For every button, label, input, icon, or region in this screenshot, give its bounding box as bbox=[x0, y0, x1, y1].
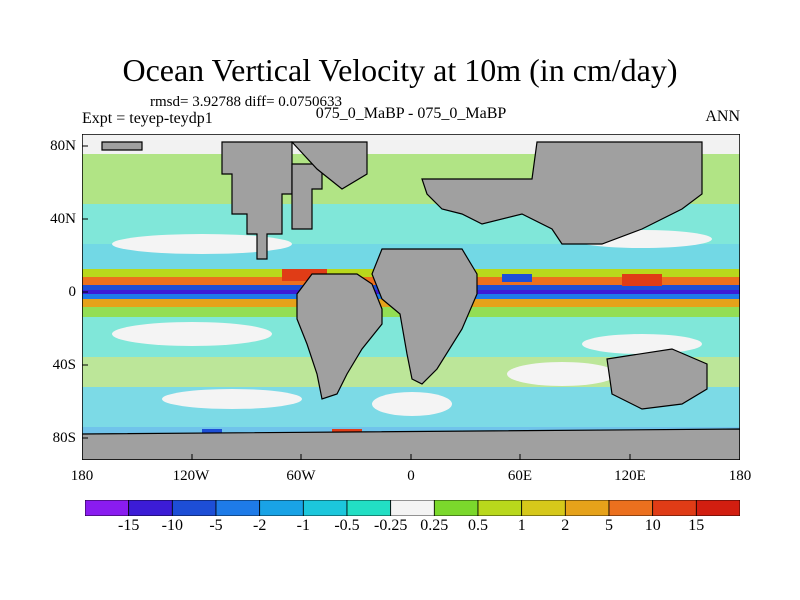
colorbar-label: 15 bbox=[688, 517, 705, 534]
lat-label: 40N bbox=[50, 211, 76, 227]
colorbar-label: -5 bbox=[209, 517, 223, 534]
colorbar-label: -2 bbox=[253, 517, 267, 534]
colorbar-label: 0.25 bbox=[420, 517, 449, 534]
colorbar-box bbox=[652, 500, 697, 516]
lat-label: 80S bbox=[52, 430, 76, 446]
land-masses bbox=[82, 141, 740, 460]
colorbar bbox=[85, 500, 740, 516]
colorbar-label: -10 bbox=[161, 517, 183, 534]
land-south-america bbox=[296, 273, 383, 400]
lon-label: 0 bbox=[407, 468, 415, 484]
lon-label: 60E bbox=[507, 468, 533, 484]
neutral-patch bbox=[372, 392, 452, 416]
lat-label: 80N bbox=[50, 138, 76, 154]
season-label: ANN bbox=[705, 108, 740, 125]
colorbar-box bbox=[128, 500, 173, 516]
colorbar-label: 2 bbox=[561, 517, 570, 534]
colorbar-box bbox=[433, 500, 479, 516]
lat-label: 40S bbox=[52, 357, 76, 373]
colorbar-label: -15 bbox=[118, 517, 140, 534]
land-antarctica bbox=[82, 428, 740, 460]
neutral-patch bbox=[507, 362, 617, 386]
map-panel bbox=[82, 134, 740, 460]
land-greenland bbox=[290, 141, 368, 190]
lon-label: 180 bbox=[70, 468, 94, 484]
stats-text: rmsd= 3.92788 diff= 0.0750633 bbox=[150, 94, 343, 110]
strong-upwelling bbox=[622, 274, 662, 286]
ocean-velocity-map bbox=[82, 134, 740, 460]
colorbar-label: -0.25 bbox=[374, 517, 408, 534]
land-australia bbox=[606, 348, 708, 410]
page-title: Ocean Vertical Velocity at 10m (in cm/da… bbox=[122, 52, 678, 88]
neutral-patch bbox=[582, 334, 702, 354]
land-north-america bbox=[221, 141, 293, 260]
colorbar-box bbox=[695, 500, 740, 516]
colorbar-box bbox=[521, 500, 566, 516]
colorbar-box bbox=[477, 500, 523, 516]
neutral-patch bbox=[112, 234, 292, 254]
lon-label: 180 bbox=[728, 468, 752, 484]
colorbar-box bbox=[346, 500, 392, 516]
colorbar-box bbox=[85, 500, 130, 516]
colorbar-label: -1 bbox=[296, 517, 310, 534]
colorbar-label: 1 bbox=[517, 517, 526, 534]
neutral-patch bbox=[112, 322, 272, 346]
experiment-label: Expt = teyep-teydp1 bbox=[82, 110, 213, 127]
colorbar-label: 5 bbox=[605, 517, 613, 534]
colorbar-box bbox=[215, 500, 261, 516]
colorbar-label: 10 bbox=[644, 517, 661, 534]
colorbar-box bbox=[390, 500, 435, 516]
colorbar-box bbox=[259, 500, 304, 516]
neutral-patch bbox=[162, 389, 302, 409]
comparison-label: 075_0_MaBP - 075_0_MaBP bbox=[315, 105, 507, 122]
strong-downwelling bbox=[502, 274, 532, 282]
colorbar-box bbox=[302, 500, 348, 516]
lat-label: 0 bbox=[68, 284, 77, 300]
lon-label: 120E bbox=[614, 468, 646, 484]
colorbar-box bbox=[608, 500, 654, 516]
colorbar-box bbox=[171, 500, 217, 516]
lon-label: 120W bbox=[172, 468, 210, 484]
colorbar-label: -0.5 bbox=[334, 517, 360, 534]
lon-label: 60W bbox=[286, 468, 316, 484]
colorbar-label: 0.5 bbox=[468, 517, 488, 534]
colorbar-box bbox=[564, 500, 610, 516]
land-africa bbox=[371, 248, 478, 385]
land-eurasia bbox=[421, 141, 703, 245]
land-northern-strip bbox=[101, 141, 143, 151]
map-ticks bbox=[82, 145, 631, 460]
